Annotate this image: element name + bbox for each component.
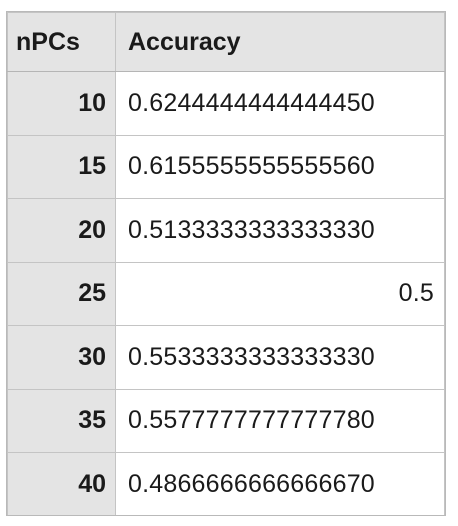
accuracy-cell[interactable]: 0.5533333333333330 bbox=[115, 325, 445, 390]
table-row: 10 0.6244444444444450 bbox=[7, 71, 445, 136]
table-row: 15 0.6155555555555560 bbox=[7, 134, 445, 199]
npcs-cell[interactable]: 10 bbox=[7, 71, 116, 136]
npcs-cell[interactable]: 20 bbox=[7, 198, 116, 263]
accuracy-cell[interactable]: 0.5133333333333330 bbox=[115, 198, 445, 263]
npcs-cell[interactable]: 25 bbox=[7, 261, 116, 326]
header-row: nPCs Accuracy bbox=[7, 12, 445, 72]
table-body: 10 0.6244444444444450 15 0.6155555555555… bbox=[7, 71, 445, 515]
table-row: 30 0.5533333333333330 bbox=[7, 325, 445, 390]
table-row: 20 0.5133333333333330 bbox=[7, 198, 445, 263]
accuracy-cell[interactable]: 0.6155555555555560 bbox=[115, 134, 445, 199]
table-header: nPCs Accuracy bbox=[7, 12, 445, 72]
accuracy-cell[interactable]: 0.5 bbox=[115, 261, 445, 326]
npcs-cell[interactable]: 35 bbox=[7, 388, 116, 453]
accuracy-cell[interactable]: 0.6244444444444450 bbox=[115, 71, 445, 136]
column-header-accuracy[interactable]: Accuracy bbox=[115, 12, 445, 72]
table-row: 35 0.5577777777777780 bbox=[7, 388, 445, 453]
accuracy-cell[interactable]: 0.5577777777777780 bbox=[115, 388, 445, 453]
accuracy-cell[interactable]: 0.4866666666666670 bbox=[115, 452, 445, 515]
results-table: nPCs Accuracy 10 0.6244444444444450 15 0… bbox=[7, 12, 445, 515]
results-table-container: nPCs Accuracy 10 0.6244444444444450 15 0… bbox=[6, 11, 446, 516]
npcs-cell[interactable]: 30 bbox=[7, 325, 116, 390]
table-row: 25 0.5 bbox=[7, 261, 445, 326]
column-header-npcs[interactable]: nPCs bbox=[7, 12, 116, 72]
table-row: 40 0.4866666666666670 bbox=[7, 452, 445, 515]
npcs-cell[interactable]: 40 bbox=[7, 452, 116, 515]
npcs-cell[interactable]: 15 bbox=[7, 134, 116, 199]
